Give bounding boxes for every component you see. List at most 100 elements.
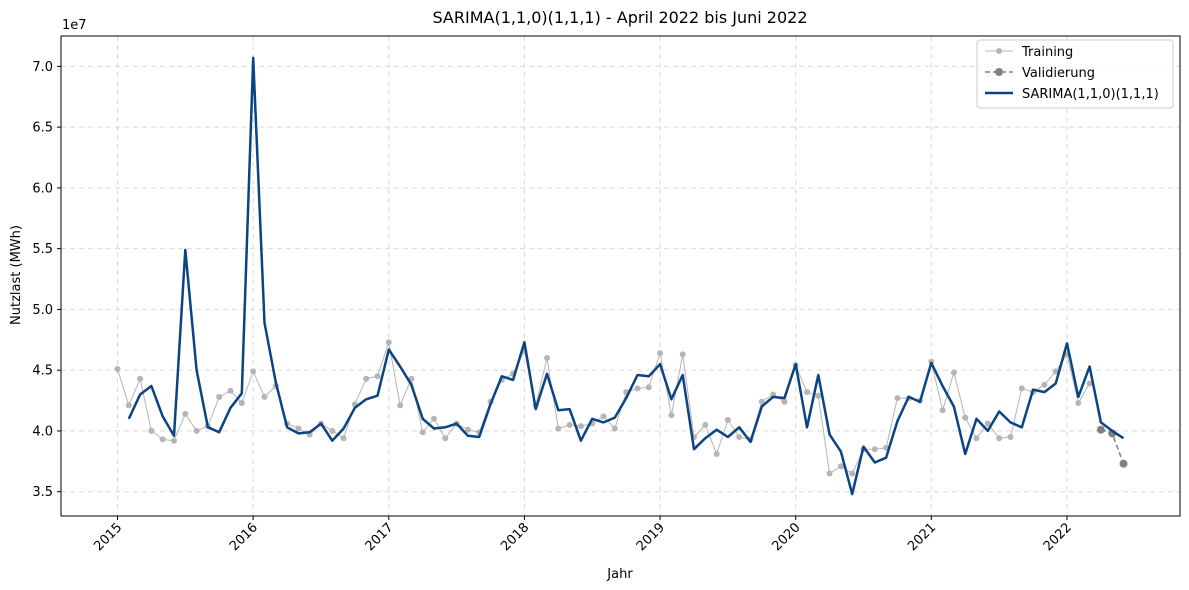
data-point-training (374, 373, 381, 380)
y-tick-label: 6.0 (32, 181, 53, 196)
data-point-training (826, 470, 833, 477)
data-point-training (555, 425, 562, 432)
data-point-training (679, 351, 686, 358)
data-point-training (114, 366, 121, 372)
chart-title: SARIMA(1,1,0)(1,1,1) - April 2022 bis Ju… (432, 8, 807, 27)
data-point-training (1086, 380, 1093, 387)
data-point-training (363, 375, 370, 382)
data-point-training (736, 434, 743, 440)
data-point-training (193, 427, 200, 434)
data-point-training (984, 420, 991, 427)
data-point-training (329, 427, 336, 434)
data-point-training (724, 417, 731, 423)
series-layer (114, 56, 1128, 496)
data-point-training (397, 402, 404, 409)
plot-frame (60, 35, 1181, 517)
series-training (114, 339, 1093, 477)
y-tick-label: 5.0 (32, 303, 53, 318)
data-point-training (340, 435, 347, 442)
x-tick-label: 2018 (498, 520, 532, 554)
data-point-training (125, 402, 132, 409)
data-point-training (871, 446, 878, 453)
data-point-training (634, 385, 641, 392)
data-point-training (939, 407, 946, 414)
data-point-training (544, 355, 550, 361)
series-validierung (1096, 425, 1128, 468)
legend-item-validierung: Validierung (985, 66, 1095, 81)
y-tick-label: 6.5 (32, 121, 53, 136)
data-point-training (713, 451, 720, 457)
data-point-training (668, 412, 675, 419)
data-point-training (238, 400, 245, 406)
data-point-training (996, 435, 1003, 442)
x-tick-label: 2016 (227, 520, 261, 554)
y-scale-label: 1e7 (62, 18, 87, 33)
data-point-training (1075, 400, 1082, 406)
x-axis: 2015 2016 2017 2018 2019 2020 2021 2022 (91, 516, 1075, 554)
data-point-training (645, 384, 652, 391)
y-tick-label: 4.0 (32, 424, 53, 439)
legend-item-sarima: SARIMA(1,1,0)(1,1,1) (985, 87, 1159, 102)
data-point-training (611, 425, 618, 432)
data-point-training (385, 339, 392, 346)
x-tick-label: 2020 (770, 520, 804, 554)
data-point-training (577, 423, 584, 430)
legend-label-sarima: SARIMA(1,1,0)(1,1,1) (1022, 87, 1159, 102)
data-point-training (600, 413, 607, 420)
data-point-training (973, 435, 980, 442)
data-point-training (950, 369, 957, 376)
y-tick-label: 4.5 (32, 364, 53, 379)
data-point-training (804, 389, 810, 396)
data-point-training (702, 421, 709, 428)
x-tick-label: 2021 (905, 520, 939, 554)
data-point-training (159, 436, 166, 443)
data-point-training (295, 425, 302, 432)
x-tick-label: 2019 (634, 520, 668, 554)
data-point-training (171, 437, 177, 444)
data-point-training (431, 415, 437, 422)
data-point-training (781, 398, 788, 405)
y-axis-title: Nutzlast (MWh) (9, 225, 24, 325)
data-point-training (1007, 434, 1014, 440)
data-point-validierung (1119, 459, 1128, 468)
legend-marker-validierung (995, 68, 1003, 76)
legend-marker-training (996, 48, 1002, 54)
data-point-training (758, 398, 765, 405)
data-point-validierung (1096, 425, 1105, 434)
data-point-training (849, 470, 856, 477)
data-point-training (1052, 368, 1059, 375)
x-axis-title: Jahr (606, 567, 633, 582)
data-point-training (962, 414, 969, 421)
data-point-training (657, 350, 664, 357)
legend-box (976, 39, 1174, 109)
data-point-training (137, 375, 144, 382)
grid (61, 36, 1180, 516)
data-point-training (837, 463, 844, 470)
data-point-training (442, 435, 449, 442)
data-point-training (216, 393, 223, 400)
data-point-training (261, 393, 268, 400)
series-sarima (127, 56, 1125, 496)
x-tick-label: 2015 (91, 520, 125, 554)
data-point-training (419, 429, 426, 436)
data-point-training (182, 410, 189, 417)
legend: Training Validierung SARIMA(1,1,0)(1,1,1… (976, 39, 1174, 109)
data-point-training (1018, 385, 1025, 392)
data-point-training (250, 368, 257, 375)
data-point-training (894, 395, 901, 402)
y-tick-label: 3.5 (32, 485, 53, 500)
legend-label-validierung: Validierung (1022, 66, 1095, 81)
legend-item-training: Training (985, 45, 1073, 60)
y-axis: 3.5 4.0 4.5 5.0 5.5 6.0 6.5 7.0 (32, 60, 61, 500)
data-point-training (566, 421, 573, 428)
legend-label-training: Training (1021, 45, 1073, 60)
data-point-training (464, 426, 471, 433)
y-tick-label: 5.5 (32, 242, 53, 257)
data-point-training (148, 427, 155, 434)
data-point-training (815, 392, 822, 399)
data-point-training (227, 387, 234, 394)
x-tick-label: 2017 (363, 520, 397, 554)
y-tick-label: 7.0 (32, 60, 53, 75)
data-point-training (1041, 381, 1048, 388)
